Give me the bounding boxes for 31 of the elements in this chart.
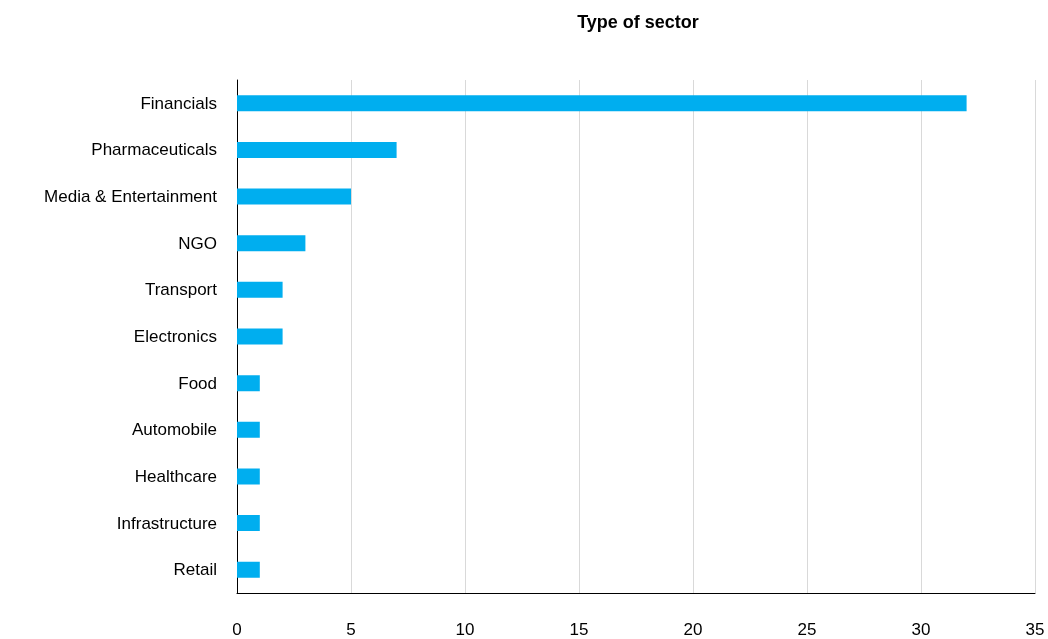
bar: [237, 375, 260, 392]
y-tick-label: Electronics: [133, 327, 217, 346]
bar: [237, 515, 260, 532]
y-tick-label: Financials: [140, 93, 217, 113]
x-tick-label: 20: [683, 620, 703, 639]
x-tick-label: 35: [1025, 620, 1045, 639]
bar: [237, 468, 260, 485]
y-tick-label: Infrastructure: [116, 513, 217, 533]
bar: [237, 95, 967, 112]
x-tick-label: 0: [232, 620, 242, 639]
y-tick-label: Media & Entertainment: [44, 187, 218, 207]
y-tick-label: NGO: [178, 233, 217, 253]
bar: [237, 235, 306, 252]
chart-title: Type of sector: [577, 12, 699, 32]
y-tick-label: Retail: [173, 560, 217, 580]
y-tick-label: Healthcare: [134, 466, 217, 486]
bar: [237, 188, 351, 205]
bar: [237, 328, 283, 345]
x-tick-label: 5: [346, 620, 356, 639]
bar: [237, 421, 260, 438]
y-tick-label: Food: [178, 373, 217, 393]
y-tick-label: Automobile: [131, 420, 217, 440]
bar: [237, 561, 260, 578]
x-tick-label: 15: [569, 620, 589, 639]
bar: [237, 281, 283, 298]
y-tick-label: Pharmaceuticals: [91, 140, 217, 160]
x-tick-label: 25: [797, 620, 817, 639]
y-tick-label: Transport: [144, 280, 218, 300]
bar: [237, 141, 397, 158]
x-tick-label: 10: [455, 620, 475, 639]
x-tick-label: 30: [911, 620, 931, 639]
